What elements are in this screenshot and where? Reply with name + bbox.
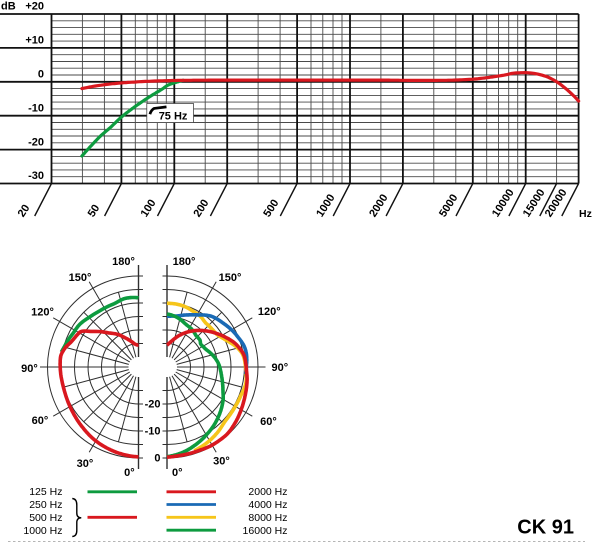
svg-text:0°: 0° (124, 467, 135, 479)
svg-text:180°: 180° (112, 256, 135, 268)
svg-text:-30: -30 (28, 170, 44, 182)
svg-text:50: 50 (86, 203, 103, 220)
svg-text:20: 20 (16, 203, 33, 220)
svg-text:-20: -20 (28, 136, 44, 148)
svg-text:500 Hz: 500 Hz (29, 512, 62, 524)
svg-text:8000 Hz: 8000 Hz (248, 512, 287, 524)
svg-text:CK 91: CK 91 (517, 517, 574, 539)
svg-text:4000 Hz: 4000 Hz (248, 499, 287, 511)
svg-text:150°: 150° (219, 272, 242, 284)
svg-text:-20: -20 (145, 398, 161, 410)
svg-text:90°: 90° (271, 362, 288, 374)
svg-text:0: 0 (154, 452, 160, 464)
svg-text:1000 Hz: 1000 Hz (23, 525, 62, 537)
svg-text:150°: 150° (69, 272, 92, 284)
svg-text:125 Hz: 125 Hz (29, 486, 62, 498)
svg-text:16000 Hz: 16000 Hz (243, 525, 288, 537)
svg-text:30°: 30° (77, 458, 94, 470)
svg-text:0°: 0° (172, 467, 183, 479)
svg-text:-10: -10 (28, 102, 44, 114)
svg-text:+10: +10 (25, 35, 44, 47)
svg-text:90°: 90° (21, 363, 38, 375)
svg-text:120°: 120° (31, 306, 54, 318)
svg-text:2000 Hz: 2000 Hz (248, 486, 287, 498)
svg-text:dB: dB (1, 1, 16, 13)
svg-text:60°: 60° (260, 416, 277, 428)
svg-text:250 Hz: 250 Hz (29, 499, 62, 511)
svg-text:180°: 180° (173, 256, 196, 268)
svg-text:120°: 120° (258, 306, 281, 318)
svg-text:-10: -10 (145, 425, 161, 437)
svg-text:Hz: Hz (579, 208, 592, 220)
svg-text:+20: +20 (25, 1, 44, 13)
svg-text:75 Hz: 75 Hz (159, 111, 188, 123)
svg-text:60°: 60° (32, 415, 49, 427)
svg-text:0: 0 (38, 69, 44, 81)
svg-text:30°: 30° (213, 456, 230, 468)
